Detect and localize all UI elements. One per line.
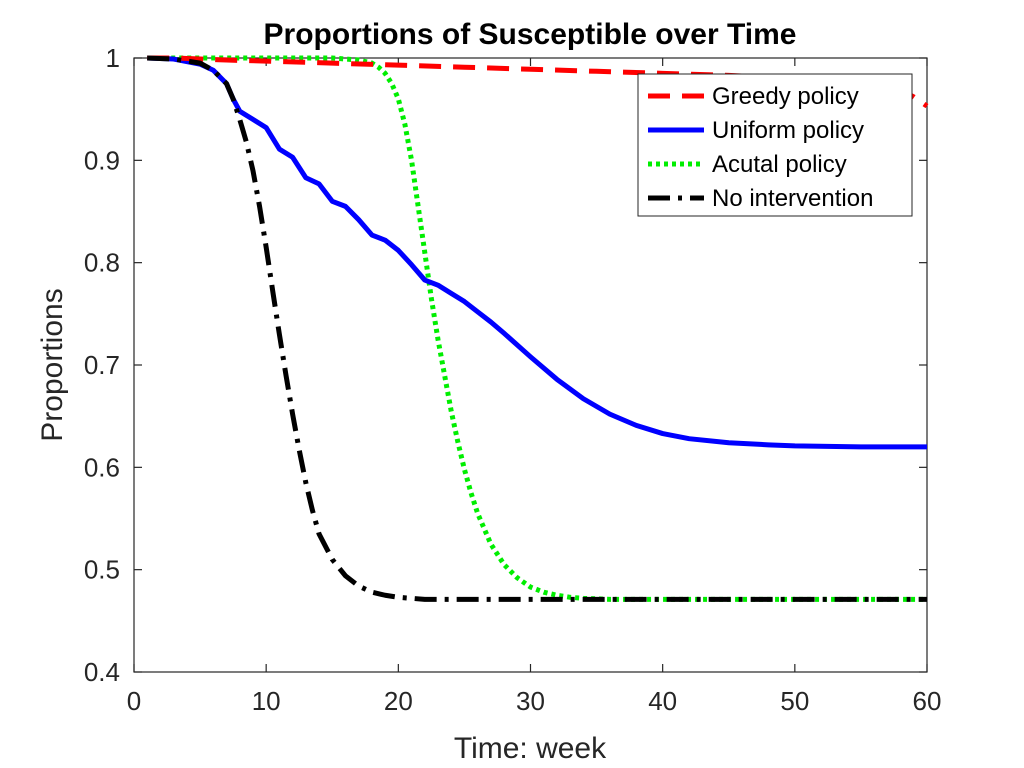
- axis-ticks: 0 10 20 30 40 50 60 0.4 0.5 0.6 0.7 0.8 0.9 1: [84, 43, 942, 716]
- legend-label: Uniform policy: [712, 117, 864, 144]
- chart-title: Proportions of Susceptible over Time: [264, 18, 797, 51]
- series-line-1: [147, 55, 929, 109]
- y-tick-label: 1: [106, 43, 120, 73]
- legend-label: Acutal policy: [712, 151, 847, 178]
- y-tick-label: 0.8: [84, 248, 120, 278]
- y-tick-label: 0.4: [84, 657, 120, 687]
- series-line-2: [147, 55, 927, 450]
- x-tick-label: 40: [648, 686, 677, 716]
- y-axis-label: Proportions: [36, 288, 69, 441]
- series-line-4: [147, 55, 927, 602]
- legend-label: Greedy policy: [712, 83, 859, 110]
- x-tick-label: 50: [780, 686, 809, 716]
- y-tick-label: 0.6: [84, 452, 120, 482]
- x-tick-label: 10: [252, 686, 281, 716]
- x-axis-label: Time: week: [454, 732, 607, 765]
- y-tick-label: 0.7: [84, 350, 120, 380]
- legend-label: No intervention: [712, 185, 873, 212]
- x-tick-label: 30: [516, 686, 545, 716]
- y-tick-label: 0.5: [84, 555, 120, 585]
- x-tick-label: 20: [384, 686, 413, 716]
- legend: Greedy policy Uniform policy Acutal policy…: [637, 73, 913, 217]
- x-tick-label: 0: [127, 686, 141, 716]
- x-tick-label: 60: [913, 686, 942, 716]
- series-layer: [147, 55, 929, 602]
- y-tick-label: 0.9: [84, 145, 120, 175]
- series-line-3: [147, 55, 927, 602]
